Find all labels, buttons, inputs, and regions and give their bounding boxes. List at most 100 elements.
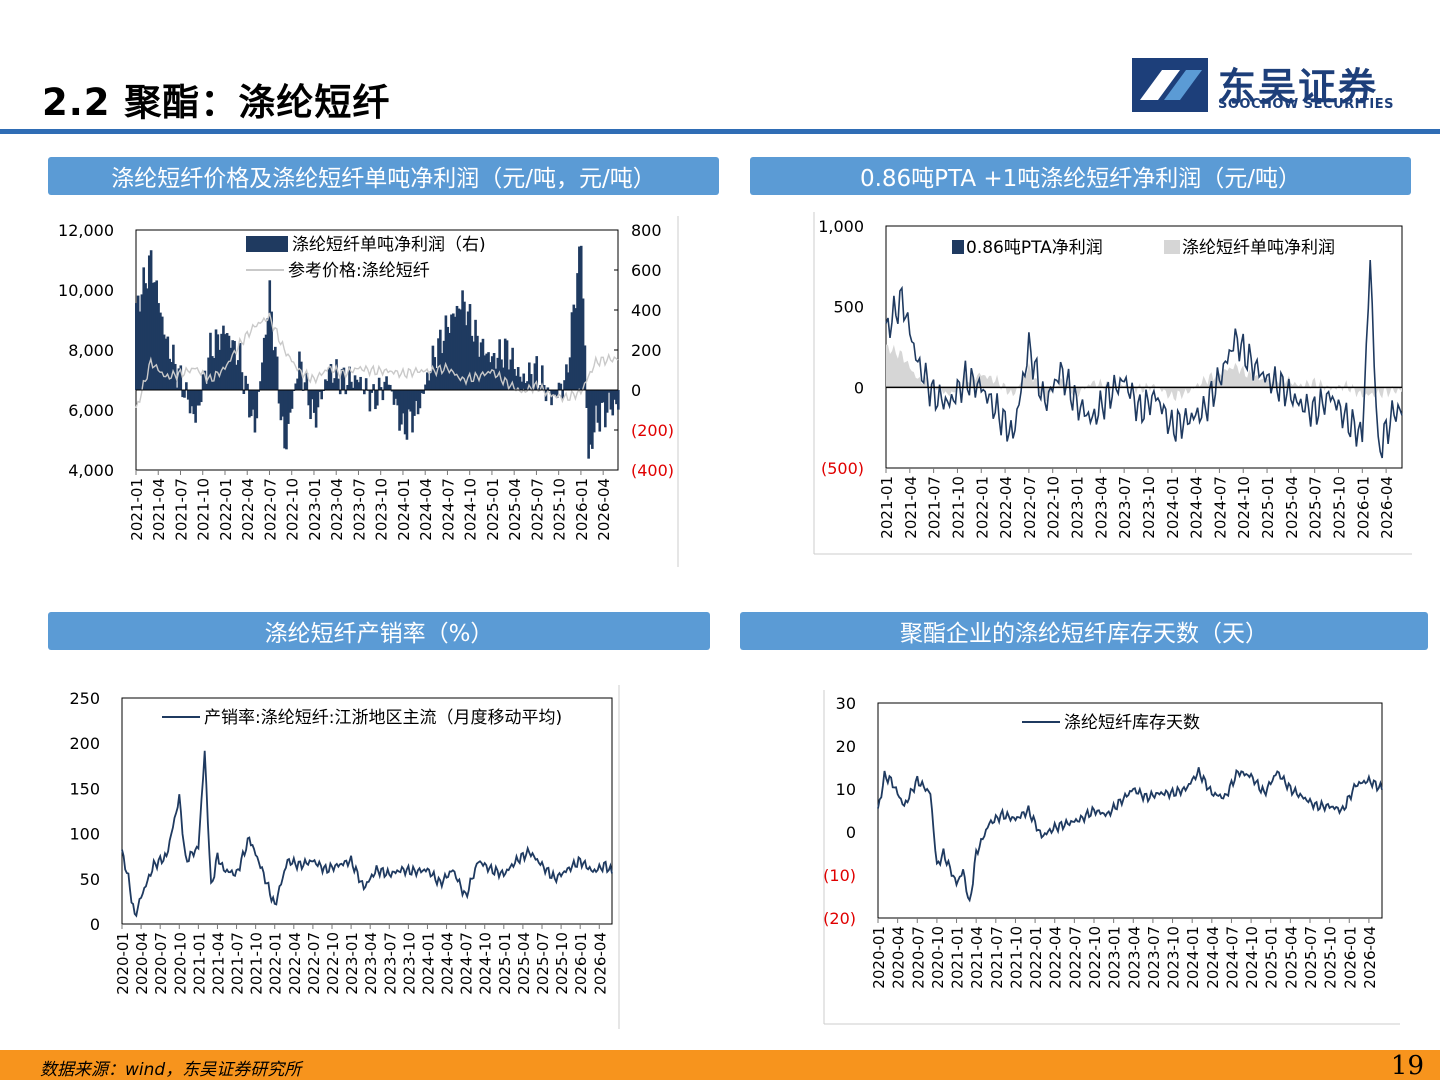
profit-bar bbox=[350, 381, 353, 390]
legend-label: 0.86吨PTA净利润 bbox=[966, 238, 1103, 258]
x-tick-label: 2021-07 bbox=[926, 476, 944, 539]
profit-bar bbox=[542, 385, 546, 390]
x-tick-label: 2025-04 bbox=[515, 932, 533, 995]
x-tick-label: 2022-04 bbox=[997, 476, 1015, 539]
x-tick-label: 2026-04 bbox=[1361, 926, 1379, 989]
profit-bar bbox=[576, 273, 579, 390]
sales-ratio-line bbox=[121, 750, 613, 918]
profit-bar bbox=[452, 313, 455, 390]
profit-bar bbox=[426, 372, 429, 390]
profit-bar bbox=[392, 390, 396, 405]
x-tick-label: 2022-10 bbox=[1086, 926, 1104, 989]
x-tick-label: 2025-10 bbox=[553, 932, 571, 995]
profit-bar bbox=[416, 390, 420, 415]
profit-bar bbox=[192, 390, 196, 415]
x-tick-label: 2023-04 bbox=[1125, 926, 1143, 989]
profit-bar bbox=[507, 369, 511, 390]
x-tick-label: 2022-01 bbox=[217, 478, 235, 541]
profit-bar bbox=[149, 250, 153, 390]
y-right-tick-label: 800 bbox=[631, 221, 662, 240]
profit-bar bbox=[607, 390, 611, 393]
profit-bar bbox=[583, 345, 587, 390]
profit-bar bbox=[342, 367, 346, 390]
profit-bar bbox=[385, 376, 388, 390]
x-tick-label: 2023-04 bbox=[362, 932, 380, 995]
profit-bar bbox=[246, 383, 249, 390]
profit-bar bbox=[266, 317, 270, 390]
profit-bar bbox=[555, 390, 559, 398]
profit-bar bbox=[396, 390, 399, 406]
profit-bar bbox=[589, 390, 592, 445]
x-tick-label: 2024-04 bbox=[439, 932, 457, 995]
profit-bar bbox=[581, 298, 585, 390]
profit-bar bbox=[140, 294, 144, 390]
profit-bar bbox=[557, 382, 561, 390]
profit-bar bbox=[274, 346, 277, 390]
y-right-tick-label: 400 bbox=[631, 301, 662, 320]
y-tick-label: 200 bbox=[69, 734, 100, 753]
profit-bar bbox=[439, 329, 442, 390]
y-left-tick-label: 8,000 bbox=[68, 341, 114, 360]
profit-bar bbox=[327, 367, 331, 390]
profit-bar bbox=[233, 340, 236, 390]
profit-bar bbox=[220, 333, 223, 390]
profit-bar bbox=[585, 390, 589, 408]
profit-bar bbox=[164, 338, 168, 390]
profit-bar bbox=[474, 319, 477, 390]
profit-bar bbox=[177, 368, 181, 390]
profit-bar bbox=[242, 390, 246, 394]
x-tick-label: 2022-01 bbox=[973, 476, 991, 539]
profit-bar bbox=[613, 390, 616, 400]
profit-bar bbox=[468, 304, 472, 390]
profit-bar bbox=[376, 390, 379, 406]
profit-bar bbox=[509, 359, 513, 390]
logo-emblem-icon bbox=[1132, 58, 1208, 112]
x-tick-label: 2024-10 bbox=[1243, 926, 1261, 989]
x-tick-label: 2025-10 bbox=[1330, 476, 1348, 539]
profit-bar bbox=[216, 334, 220, 390]
profit-bar bbox=[262, 337, 266, 390]
profit-bar bbox=[144, 283, 147, 390]
profit-bar bbox=[511, 347, 514, 390]
x-tick-label: 2024-01 bbox=[1164, 476, 1182, 539]
profit-bar bbox=[235, 364, 238, 390]
profit-bar bbox=[136, 295, 140, 390]
y-tick-label: 150 bbox=[69, 779, 100, 798]
profit-bar bbox=[296, 378, 299, 390]
profit-bar bbox=[522, 373, 526, 390]
profit-bar bbox=[225, 333, 229, 390]
profit-bar bbox=[591, 390, 594, 449]
profit-bar bbox=[401, 390, 405, 414]
profit-bar bbox=[444, 315, 448, 390]
profit-bar bbox=[261, 362, 264, 390]
profit-bar bbox=[248, 390, 251, 418]
x-tick-label: 2021-01 bbox=[128, 478, 146, 541]
profit-bar bbox=[552, 390, 555, 396]
y-left-tick-label: 12,000 bbox=[58, 221, 114, 240]
x-tick-label: 2022-10 bbox=[324, 932, 342, 995]
profit-bar bbox=[181, 390, 184, 398]
profit-bar bbox=[388, 384, 392, 390]
x-tick-label: 2022-07 bbox=[261, 478, 279, 541]
profit-bar bbox=[472, 341, 475, 390]
y-left-tick-label: 10,000 bbox=[58, 281, 114, 300]
profit-bar bbox=[598, 390, 602, 432]
x-tick-label: 2021-07 bbox=[229, 932, 247, 995]
x-tick-label: 2020-04 bbox=[133, 932, 151, 995]
profit-bar bbox=[414, 390, 418, 401]
profit-bar bbox=[550, 390, 553, 406]
x-tick-label: 2024-07 bbox=[439, 478, 457, 541]
x-tick-label: 2026-04 bbox=[1378, 476, 1396, 539]
profit-bar bbox=[338, 390, 342, 395]
profit-bar bbox=[429, 371, 433, 390]
x-tick-label: 2025-07 bbox=[528, 478, 546, 541]
profit-bar bbox=[400, 390, 403, 425]
profit-bar bbox=[147, 255, 151, 390]
x-tick-label: 2021-10 bbox=[248, 932, 266, 995]
profit-bar bbox=[516, 367, 520, 390]
profit-bar bbox=[461, 290, 464, 390]
profit-bar bbox=[596, 390, 600, 423]
profit-bar bbox=[387, 384, 390, 390]
y-tick-label: 250 bbox=[69, 689, 100, 708]
profit-bar bbox=[142, 267, 146, 390]
